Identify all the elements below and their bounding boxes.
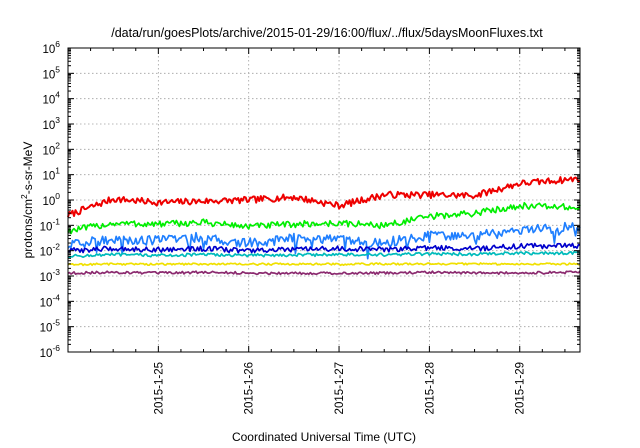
y-tick-base: 10 xyxy=(42,196,55,208)
series-line xyxy=(67,201,581,235)
x-tick-label: 2015-1-25 xyxy=(153,362,165,414)
y-tick-exponent: 4 xyxy=(55,90,60,100)
y-tick-label: 10-6 xyxy=(40,343,61,360)
y-tick-label: 106 xyxy=(42,39,60,56)
y-tick-label: 102 xyxy=(42,140,60,157)
y-axis-label-post: -s-sr-MeV xyxy=(21,142,35,195)
y-axis-label-sup: 2 xyxy=(19,194,29,199)
y-tick-exponent: -5 xyxy=(52,318,60,328)
y-tick-base: 10 xyxy=(42,120,55,132)
series-line xyxy=(67,242,581,254)
y-tick-base: 10 xyxy=(40,247,53,259)
series-line xyxy=(67,250,581,259)
y-tick-exponent: -2 xyxy=(52,242,60,252)
x-tick-label: 2015-1-28 xyxy=(424,362,436,414)
x-tick-label: 2015-1-26 xyxy=(244,362,256,414)
y-tick-base: 10 xyxy=(40,272,53,284)
y-tick-base: 10 xyxy=(40,348,53,360)
y-axis-label-pre: protons/cm xyxy=(21,199,35,258)
y-tick-exponent: 5 xyxy=(55,64,60,74)
x-axis-label: Coordinated Universal Time (UTC) xyxy=(232,430,416,444)
y-tick-base: 10 xyxy=(42,95,55,107)
y-tick-label: 101 xyxy=(42,166,60,183)
y-tick-base: 10 xyxy=(42,171,55,183)
y-tick-base: 10 xyxy=(40,297,53,309)
y-tick-exponent: 1 xyxy=(55,166,60,176)
y-tick-exponent: 6 xyxy=(55,39,60,49)
y-tick-label: 10-5 xyxy=(40,318,61,335)
series-line xyxy=(67,221,581,260)
chart-title: /data/run/goesPlots/archive/2015-01-29/1… xyxy=(111,26,543,40)
x-tick-label: 2015-1-29 xyxy=(515,362,527,414)
x-tick-label: 2015-1-27 xyxy=(334,362,346,414)
y-tick-label: 100 xyxy=(42,191,60,208)
series-line xyxy=(67,270,581,276)
grid xyxy=(68,48,580,352)
y-tick-label: 10-4 xyxy=(40,292,61,309)
y-axis: 10-610-510-410-310-210-11001011021031041… xyxy=(40,39,580,360)
y-tick-label: 104 xyxy=(42,90,60,107)
y-tick-exponent: -3 xyxy=(52,267,60,277)
y-tick-label: 103 xyxy=(42,115,60,132)
y-tick-label: 10-1 xyxy=(40,216,61,233)
y-axis-label: protons/cm2-s-sr-MeV xyxy=(19,142,35,259)
y-tick-label: 105 xyxy=(42,64,60,81)
y-tick-exponent: -6 xyxy=(52,343,60,353)
y-tick-exponent: -1 xyxy=(52,216,60,226)
y-tick-exponent: 2 xyxy=(55,140,60,150)
y-tick-base: 10 xyxy=(42,44,55,56)
series-line xyxy=(67,262,581,267)
series-layer xyxy=(67,176,581,276)
y-tick-label: 10-3 xyxy=(40,267,61,284)
series-line xyxy=(67,176,581,218)
x-axis: 2015-1-25 2015-1-26 2015-1-27 2015-1-28 2015… xyxy=(90,48,566,414)
y-tick-exponent: 0 xyxy=(55,191,60,201)
y-tick-base: 10 xyxy=(40,221,53,233)
y-tick-base: 10 xyxy=(42,69,55,81)
y-tick-exponent: 3 xyxy=(55,115,60,125)
y-tick-base: 10 xyxy=(42,145,55,157)
y-tick-exponent: -4 xyxy=(52,292,60,302)
y-tick-base: 10 xyxy=(40,323,53,335)
y-tick-label: 10-2 xyxy=(40,242,61,259)
